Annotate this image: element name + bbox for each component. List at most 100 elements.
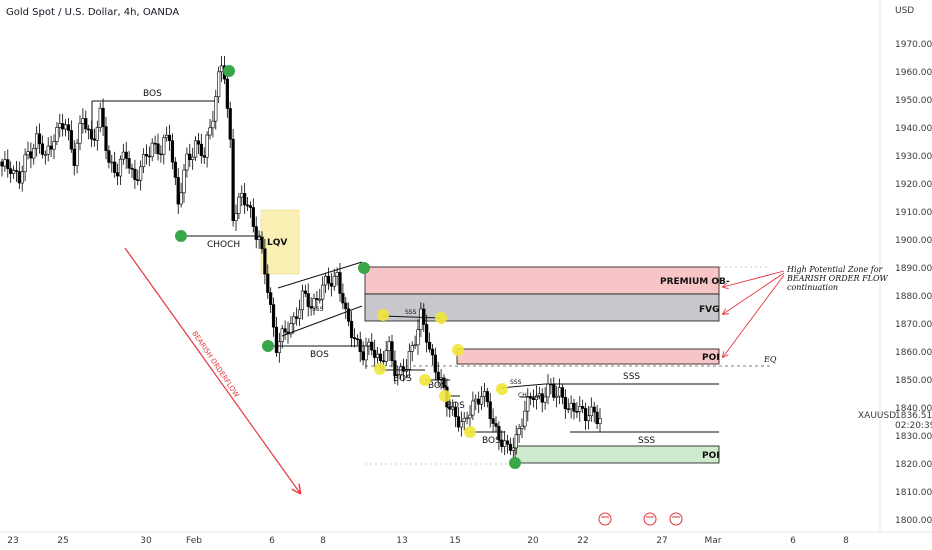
candle-body <box>318 298 322 301</box>
candle-body <box>49 145 53 150</box>
candle-body <box>295 316 299 319</box>
candle-body <box>63 124 68 130</box>
candle-body <box>271 304 276 328</box>
candle-body <box>144 154 149 157</box>
candle-body <box>401 366 406 372</box>
candle-body <box>182 169 186 194</box>
poi-bearish-label: POI <box>702 353 720 363</box>
y-tick-label: 1850.000 <box>895 376 932 386</box>
candle-body <box>430 348 435 356</box>
x-tick-label: 15 <box>449 536 460 546</box>
candle-body <box>101 107 105 127</box>
candle-body <box>419 308 423 330</box>
sss-label-5: SSS <box>510 379 522 386</box>
economic-event-flags[interactable] <box>598 512 683 526</box>
candle-body <box>500 439 504 447</box>
currency-label: USD <box>895 6 914 16</box>
candle-body <box>107 150 111 163</box>
bos-label-1: BOS <box>143 89 162 99</box>
candle-body <box>439 377 443 380</box>
x-tick-label: 8 <box>843 536 849 546</box>
y-tick-label: 1970.000 <box>895 40 932 50</box>
y-tick-label: 1820.000 <box>895 460 932 470</box>
candle-body <box>179 192 183 205</box>
candle-body <box>191 156 195 161</box>
note-arrows <box>723 270 785 357</box>
candle-body <box>569 402 573 410</box>
candle-body <box>326 275 331 284</box>
candle-body <box>170 140 175 163</box>
candle-body <box>540 393 544 403</box>
x-tick-label: 23 <box>7 536 18 546</box>
candle-body <box>442 377 446 388</box>
x-tick-label: 13 <box>396 536 407 546</box>
candle-body <box>69 130 73 150</box>
candle-body <box>297 309 302 319</box>
symbol-label: XAUUSD <box>858 411 896 421</box>
candle-body <box>248 205 253 208</box>
choch-label: CHOCH <box>207 240 240 250</box>
candle-body <box>32 147 36 159</box>
bearish-orderflow-arrow <box>124 247 300 493</box>
candle-body <box>283 328 287 333</box>
sss-label-2: SSS <box>638 436 655 446</box>
candle-body <box>384 350 388 362</box>
bearish-orderflow-label: BEARISH ORDERFLOW <box>190 330 240 399</box>
candle-body <box>6 159 10 170</box>
candle-body <box>176 177 180 205</box>
candle-body <box>543 396 547 403</box>
candle-body <box>66 124 71 131</box>
poi-bearish-zone <box>456 348 720 365</box>
candle-body <box>199 143 203 156</box>
candle-body <box>52 141 56 150</box>
candle-body <box>332 275 336 287</box>
candle-body <box>503 440 507 447</box>
candle-body <box>511 447 515 451</box>
sss-label-3: SSS <box>405 309 417 316</box>
candle-body <box>349 320 354 338</box>
candle-body <box>188 153 192 161</box>
candle-body <box>373 349 377 358</box>
candle-body <box>563 397 567 410</box>
y-axis-ticks: 1970.000 1960.000 1950.000 1940.000 1930.000… <box>895 40 932 526</box>
candle-body <box>225 78 229 109</box>
candle-body <box>517 428 521 436</box>
candle-body <box>537 393 541 397</box>
candle-body <box>523 410 527 427</box>
candle-body <box>17 171 21 184</box>
x-axis-ticks: 23 25 30 Feb 6 8 13 15 20 22 27 Mar 6 8 <box>7 536 849 546</box>
candle-body <box>243 193 247 206</box>
candle-body <box>321 284 325 300</box>
candle-body <box>104 126 108 151</box>
candle-body <box>572 402 576 412</box>
candle-body <box>196 140 201 145</box>
candle-body <box>407 351 411 370</box>
candle-body <box>139 166 143 181</box>
candle-body <box>40 143 45 155</box>
candle-body <box>505 440 510 445</box>
candle-body <box>153 142 157 145</box>
candle-body <box>323 275 328 286</box>
x-tick-label: Mar <box>705 536 722 546</box>
countdown: 02:20:39 <box>895 421 932 431</box>
pivot-markers <box>175 65 521 469</box>
price-axis-panel[interactable] <box>880 0 932 532</box>
candle-body <box>121 151 125 160</box>
candle-body <box>251 207 255 227</box>
candle-body <box>92 138 97 141</box>
candle-body <box>156 143 160 155</box>
candle-body <box>95 127 99 141</box>
candle-body <box>260 236 264 250</box>
bos-label-2: BOS <box>310 350 329 360</box>
bos-label-3: BOS <box>393 374 412 384</box>
candle-body <box>43 153 47 156</box>
candle-body <box>254 226 258 240</box>
candle-body <box>55 127 59 142</box>
candle-body <box>72 148 76 166</box>
candle-body <box>29 151 33 159</box>
candle-body <box>586 415 591 421</box>
poi-bullish-label: POI <box>702 451 720 461</box>
candle-body <box>581 406 585 409</box>
candle-body <box>381 360 385 363</box>
